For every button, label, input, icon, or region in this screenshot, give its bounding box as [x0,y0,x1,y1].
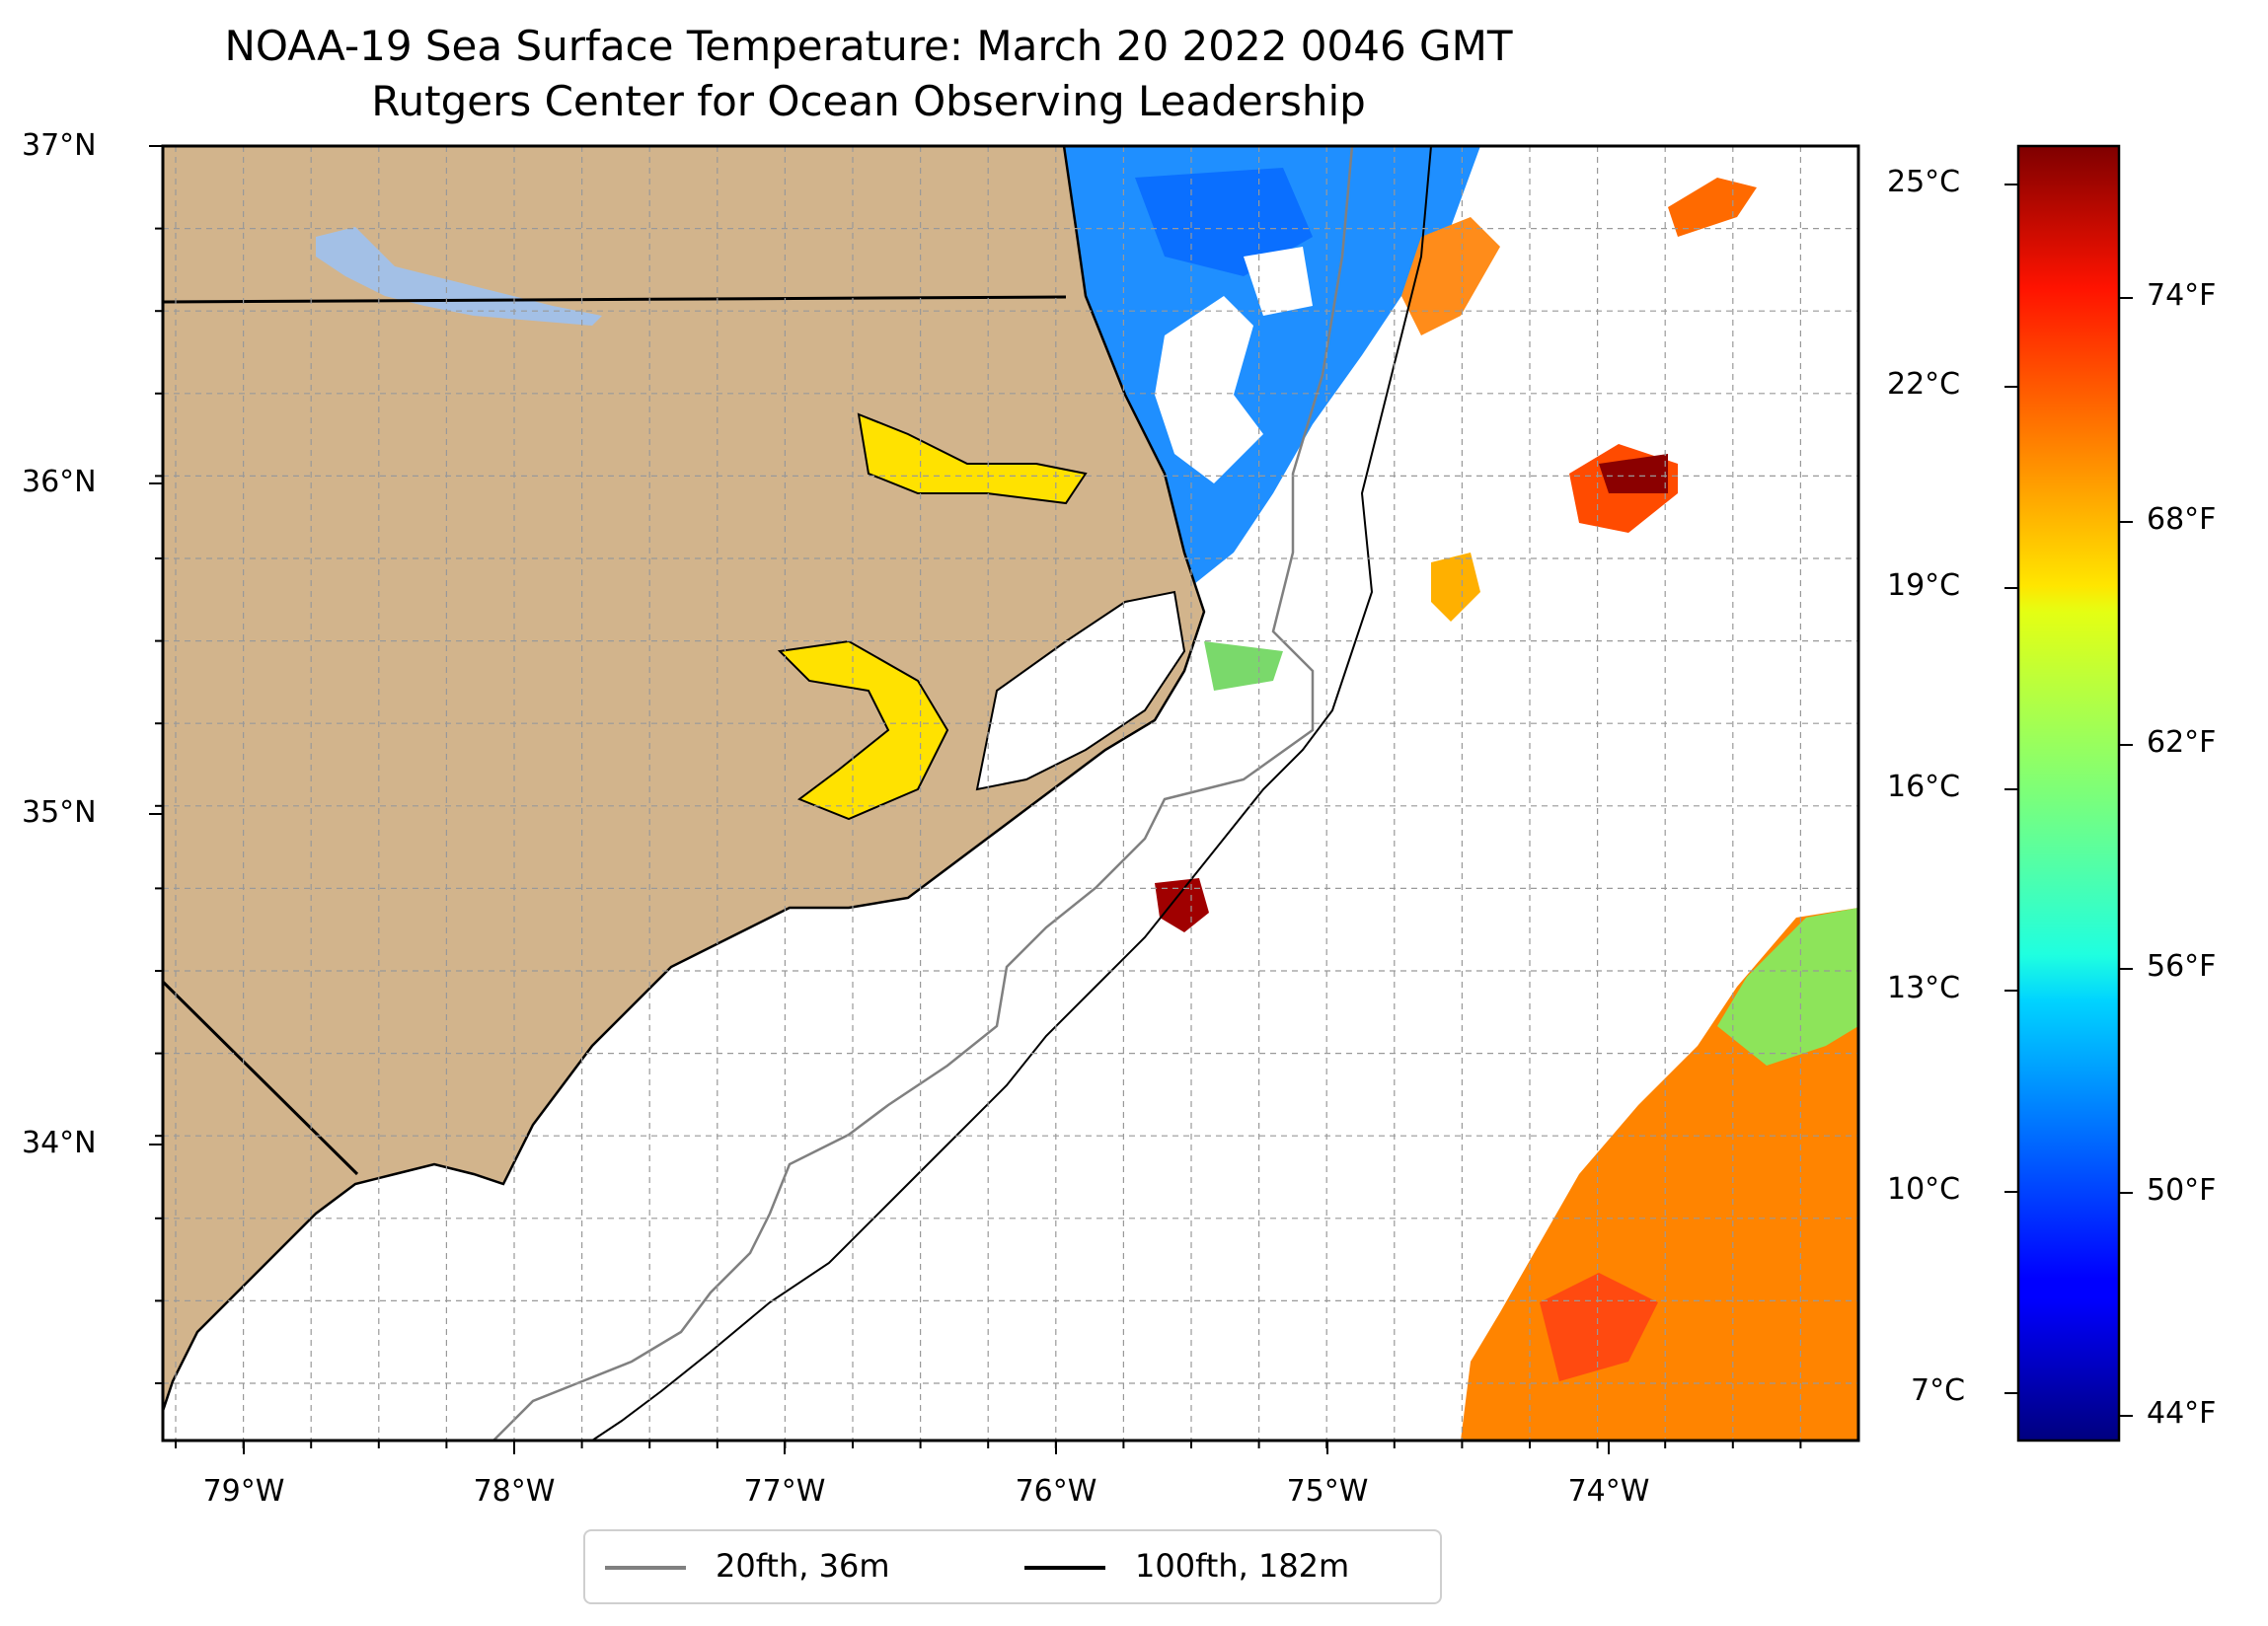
cb-c-25: 25°C [1887,165,1961,199]
lon-label-75: 75°W [1286,1474,1369,1509]
legend-swatch-100fth [1024,1566,1105,1570]
sst-patch-cape-hatteras [1204,641,1283,691]
sst-patch-small-yellow [1431,553,1480,622]
lat-label-37: 37°N [22,128,97,163]
cb-f-68: 68°F [2147,502,2217,537]
cb-c-22: 22°C [1887,367,1961,402]
sst-patch-northern-sound-dark [1135,168,1313,276]
axis-ticks [149,145,1802,1454]
neuse-river [777,639,949,821]
cb-f-56: 56°F [2147,949,2217,984]
cb-c-16: 16°C [1887,770,1961,804]
cb-c-7: 7°C [1911,1373,1966,1408]
cb-c-10: 10°C [1887,1172,1961,1207]
albemarle-sound [857,412,1088,505]
legend-label-100fth: 100fth, 182m [1135,1547,1350,1585]
sst-patch-southeast-red [1540,1273,1658,1381]
sst-patch-gulfstream-edge [1401,217,1500,335]
colorbar [2016,144,2121,1442]
cloud-gap-2 [1244,247,1313,316]
lon-label-74: 74°W [1567,1474,1650,1509]
lon-label-77: 77°W [743,1474,826,1509]
cb-c-19: 19°C [1887,568,1961,603]
state-border-nc-sc [163,980,359,1176]
map-subtitle: Rutgers Center for Ocean Observing Leade… [371,77,1366,125]
lat-label-36: 36°N [22,465,97,499]
cb-f-74: 74°F [2147,278,2217,313]
lat-label-34: 34°N [22,1126,97,1160]
isobath-100fth [591,146,1432,1441]
state-border-va-nc [163,295,1067,304]
lon-label-78: 78°W [473,1474,556,1509]
lon-label-76: 76°W [1015,1474,1097,1509]
cb-f-62: 62°F [2147,725,2217,760]
sst-patch-ne-orange [1668,178,1757,237]
cb-c-13: 13°C [1887,971,1961,1005]
isobath-20fth [492,146,1354,1441]
legend: 20fth, 36m 100fth, 182m [583,1529,1442,1604]
lat-label-35: 35°N [22,795,97,830]
map-title: NOAA-19 Sea Surface Temperature: March 2… [224,22,1513,70]
cb-f-50: 50°F [2147,1173,2217,1208]
sst-patch-ne-hot [1599,454,1668,493]
sst-patch-hot-spot [1155,878,1209,932]
sst-patch-southeast-green [1717,908,1858,1066]
legend-swatch-20fth [605,1566,686,1570]
lon-label-79: 79°W [202,1474,285,1509]
cloud-gap-1 [1155,296,1263,483]
cb-f-44: 44°F [2147,1396,2217,1431]
graticule [163,145,1858,1441]
legend-label-20fth: 20fth, 36m [716,1547,890,1585]
colorbar-ticks [2004,184,2133,1417]
map-frame [161,144,1860,1442]
